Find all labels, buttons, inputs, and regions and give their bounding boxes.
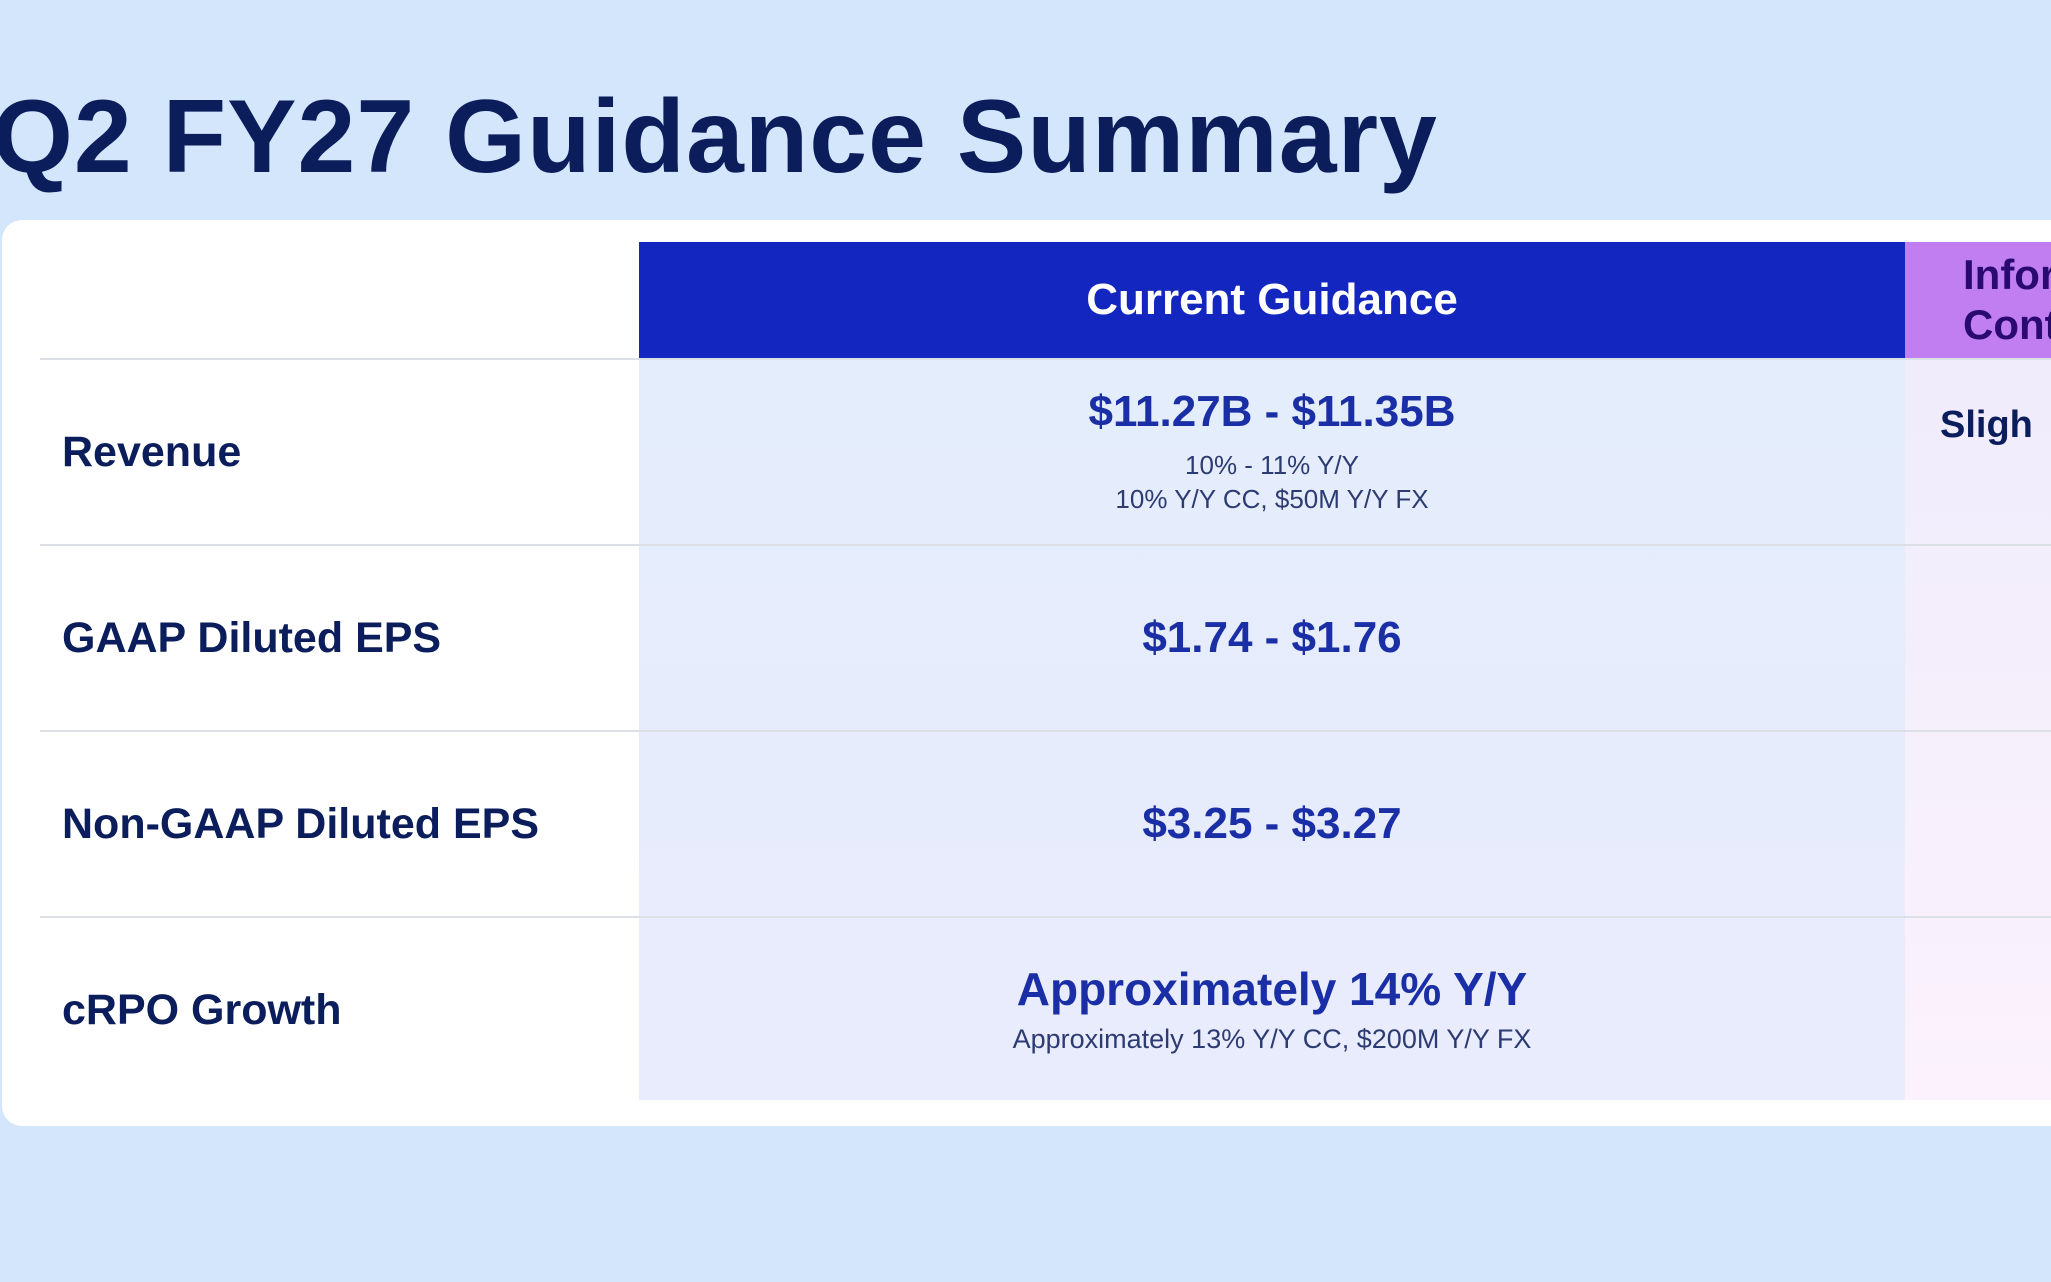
metric-label: Revenue [62, 427, 242, 476]
header-info-line2: Cont [1963, 301, 2051, 348]
guidance-subtext: 10% - 11% Y/Y [1185, 449, 1359, 480]
info-cell-text: Sligh [1940, 404, 2033, 446]
table-row-non-gaap-eps: Non-GAAP Diluted EPS $3.25 - $3.27 [40, 730, 2051, 916]
guidance-value-cell: $1.74 - $1.76 [639, 546, 1905, 730]
current-guidance-column [639, 358, 1905, 1100]
guidance-value: $1.74 - $1.76 [1142, 612, 1402, 662]
table-row-gaap-eps: GAAP Diluted EPS $1.74 - $1.76 [40, 544, 2051, 730]
guidance-value-cell: Approximately 14% Y/Y Approximately 13% … [639, 918, 1905, 1102]
guidance-value: Approximately 14% Y/Y [1016, 962, 1528, 1015]
metric-label: GAAP Diluted EPS [62, 613, 442, 662]
info-column [1905, 358, 2051, 1100]
page-title: Q2 FY27 Guidance Summary [0, 79, 1438, 195]
guidance-value-cell: $3.25 - $3.27 [639, 732, 1905, 916]
metric-label: Non-GAAP Diluted EPS [62, 799, 540, 848]
guidance-subtext: 10% Y/Y CC, $50M Y/Y FX [1115, 484, 1429, 515]
guidance-value: $3.25 - $3.27 [1142, 798, 1402, 848]
table-row-revenue: Revenue $11.27B - $11.35B 10% - 11% Y/Y … [40, 358, 2051, 544]
metric-label: cRPO Growth [62, 985, 342, 1034]
guidance-value-cell: $11.27B - $11.35B 10% - 11% Y/Y 10% Y/Y … [639, 360, 1905, 544]
header-current-guidance: Current Guidance [639, 242, 1905, 358]
header-info: Infor Cont [1905, 242, 2051, 358]
metric-header-blank [40, 242, 640, 358]
guidance-value: $11.27B - $11.35B [1088, 387, 1456, 437]
header-info-line1: Infor [1963, 250, 2051, 298]
guidance-subtext: Approximately 13% Y/Y CC, $200M Y/Y FX [1012, 1023, 1532, 1054]
table-row-crpo-growth: cRPO Growth Approximately 14% Y/Y Approx… [40, 916, 2051, 1102]
guidance-table-card: Current Guidance Infor Cont Revenue $11.… [2, 220, 2051, 1126]
